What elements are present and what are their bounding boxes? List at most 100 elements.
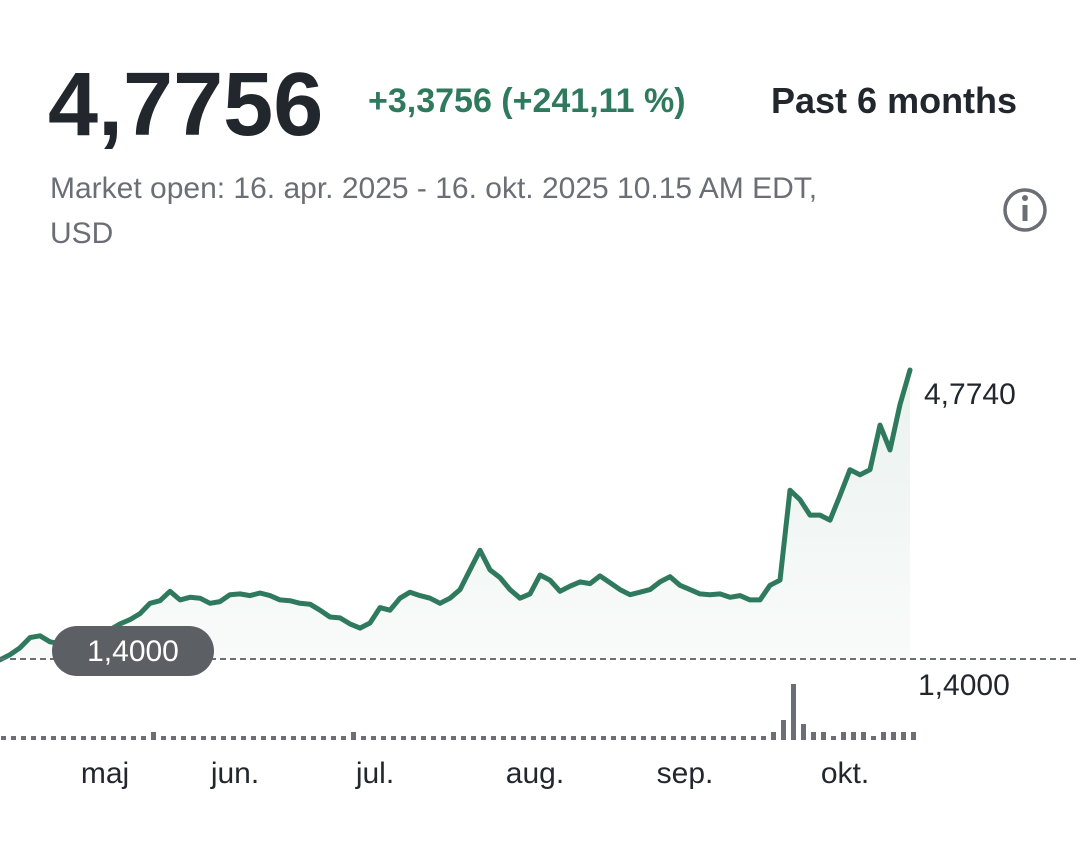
volume-bar bbox=[631, 736, 636, 740]
volume-bar bbox=[371, 736, 376, 740]
reference-label: 1,4000 bbox=[918, 669, 1010, 702]
volume-bar bbox=[541, 736, 546, 740]
volume-bar bbox=[181, 736, 186, 740]
volume-bar bbox=[751, 736, 756, 740]
volume-bar bbox=[21, 736, 26, 740]
volume-bar bbox=[81, 736, 86, 740]
volume-bar bbox=[641, 736, 646, 740]
volume-bar bbox=[851, 732, 856, 740]
volume-bar bbox=[391, 736, 396, 740]
volume-bar bbox=[691, 736, 696, 740]
volume-bar bbox=[341, 736, 346, 740]
volume-bar bbox=[621, 736, 626, 740]
price-change: +3,3756 (+241,11 %) bbox=[368, 82, 686, 120]
volume-bar bbox=[821, 732, 826, 740]
volume-bar bbox=[131, 736, 136, 740]
volume-bar bbox=[41, 736, 46, 740]
volume-bar bbox=[871, 736, 876, 740]
volume-bar bbox=[141, 736, 146, 740]
info-icon-dot bbox=[1022, 195, 1028, 201]
volume-bar bbox=[491, 736, 496, 740]
volume-bar bbox=[421, 736, 426, 740]
volume-bar bbox=[441, 736, 446, 740]
volume-bar bbox=[301, 736, 306, 740]
volume-bar bbox=[461, 736, 466, 740]
x-tick-label: okt. bbox=[821, 757, 869, 790]
volume-bar bbox=[381, 736, 386, 740]
volume-bar bbox=[211, 736, 216, 740]
volume-bar bbox=[531, 736, 536, 740]
x-tick-label: maj bbox=[81, 757, 129, 790]
volume-bar bbox=[281, 736, 286, 740]
info-button[interactable] bbox=[1003, 188, 1047, 232]
x-tick-label: sep. bbox=[657, 757, 714, 790]
volume-bar bbox=[761, 736, 766, 740]
volume-bar bbox=[781, 720, 786, 740]
x-tick-label: jun. bbox=[210, 757, 259, 790]
volume-bar bbox=[151, 732, 156, 740]
volume-bar bbox=[221, 736, 226, 740]
volume-bar bbox=[901, 732, 906, 740]
volume-bar bbox=[681, 736, 686, 740]
volume-bar bbox=[351, 732, 356, 740]
volume-bar bbox=[881, 732, 886, 740]
volume-bar bbox=[71, 736, 76, 740]
volume-bar bbox=[671, 736, 676, 740]
volume-bar bbox=[611, 736, 616, 740]
volume-bar bbox=[61, 736, 66, 740]
volume-bar bbox=[191, 736, 196, 740]
volume-bar bbox=[571, 736, 576, 740]
volume-bar bbox=[31, 736, 36, 740]
volume-bar bbox=[591, 736, 596, 740]
volume-bar bbox=[831, 736, 836, 740]
pill-bg bbox=[52, 625, 214, 676]
x-tick-label: aug. bbox=[506, 757, 564, 790]
volume-bar bbox=[201, 736, 206, 740]
volume-bar bbox=[251, 736, 256, 740]
volume-bar bbox=[811, 732, 816, 740]
volume-bar bbox=[321, 736, 326, 740]
volume-bar bbox=[651, 736, 656, 740]
volume-bar bbox=[771, 732, 776, 740]
volume-bar bbox=[711, 736, 716, 740]
volume-bar bbox=[451, 736, 456, 740]
reference-pill-label: 1,4000 bbox=[87, 635, 179, 668]
volume-bar bbox=[111, 736, 116, 740]
volume-bar bbox=[581, 736, 586, 740]
volume-bar bbox=[731, 736, 736, 740]
x-tick-label: jul. bbox=[355, 757, 394, 790]
volume-bar bbox=[521, 736, 526, 740]
volume-bar bbox=[311, 736, 316, 740]
volume-bar bbox=[361, 736, 366, 740]
volume-bar bbox=[231, 736, 236, 740]
volume-bar bbox=[471, 736, 476, 740]
info-icon-bar bbox=[1022, 205, 1028, 221]
volume-bar bbox=[171, 736, 176, 740]
volume-bar bbox=[101, 736, 106, 740]
volume-bar bbox=[501, 736, 506, 740]
volume-bar bbox=[551, 736, 556, 740]
subtitle: USD bbox=[50, 217, 113, 250]
volume-bar bbox=[291, 736, 296, 740]
volume-bar bbox=[411, 736, 416, 740]
reference-pill: 1,4000 bbox=[52, 625, 214, 676]
volume-bar bbox=[91, 736, 96, 740]
volume-bar bbox=[891, 732, 896, 740]
volume-bar bbox=[861, 732, 866, 740]
volume-bar bbox=[161, 736, 166, 740]
volume-bar bbox=[741, 736, 746, 740]
volume-bar bbox=[701, 736, 706, 740]
volume-bar bbox=[791, 684, 796, 740]
price: 4,7756 bbox=[48, 55, 323, 155]
info-icon[interactable] bbox=[1003, 188, 1047, 232]
volume-bar bbox=[241, 736, 246, 740]
volume-bar bbox=[601, 736, 606, 740]
volume-bar bbox=[1, 736, 6, 740]
volume-bar bbox=[51, 736, 56, 740]
end-label: 4,7740 bbox=[924, 378, 1016, 411]
period: Past 6 months bbox=[771, 80, 1017, 121]
volume-bar bbox=[401, 736, 406, 740]
subtitle: Market open: 16. apr. 2025 - 16. okt. 20… bbox=[50, 172, 817, 205]
